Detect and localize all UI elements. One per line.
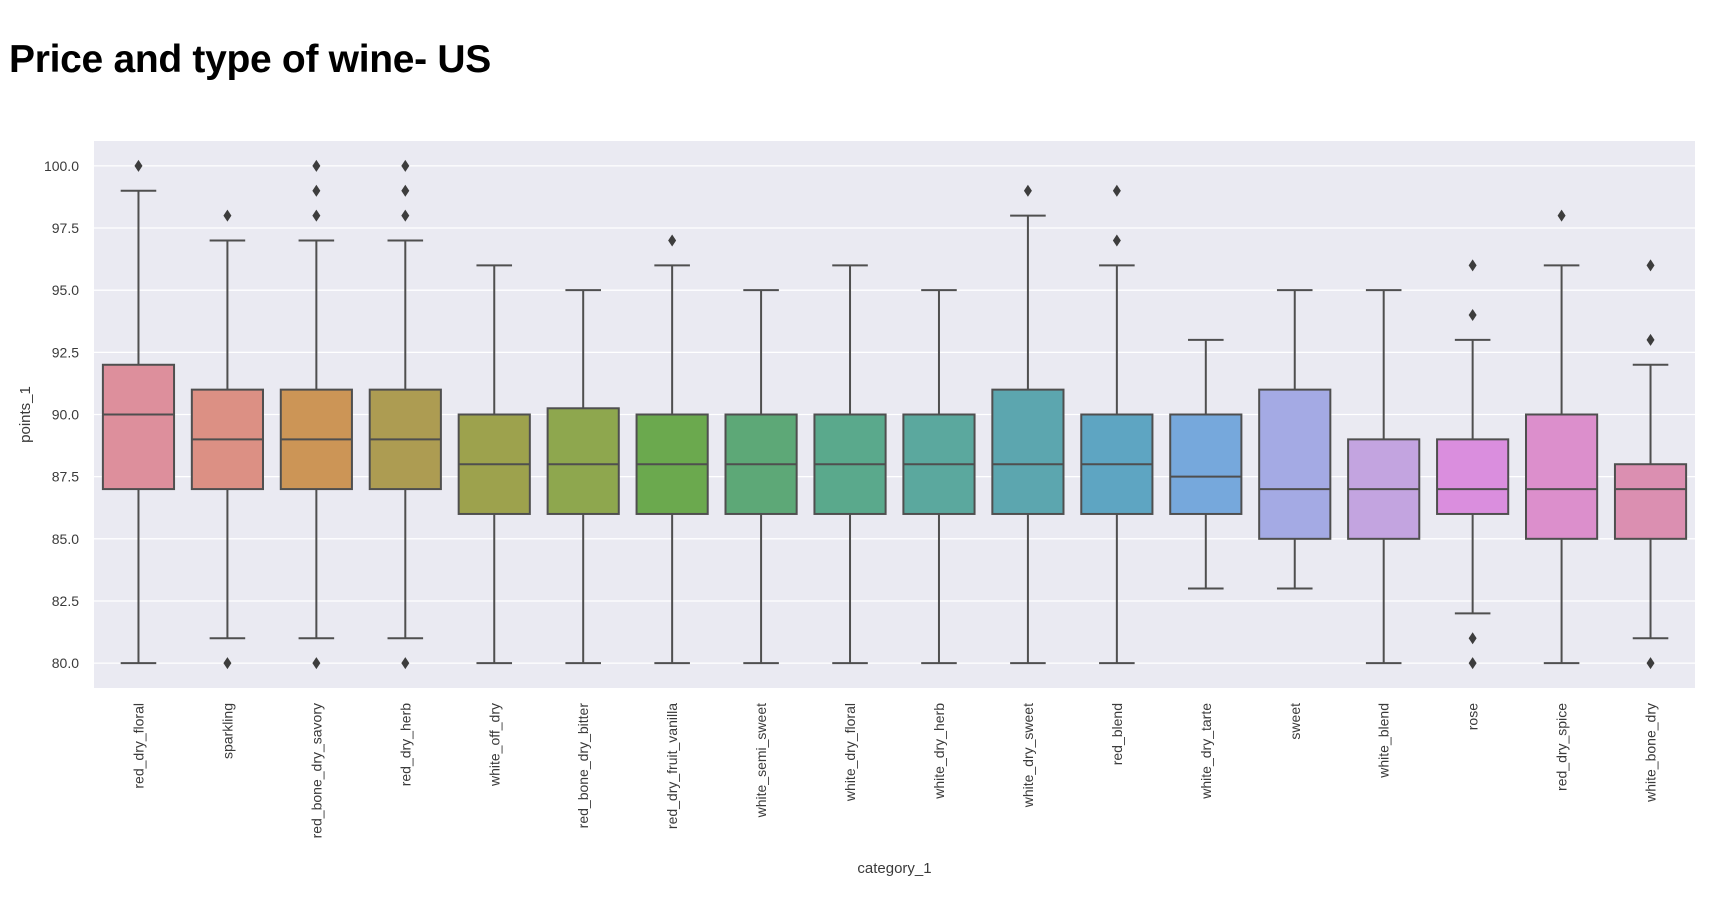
box-iqr — [991, 388, 1065, 515]
outlier-point — [312, 159, 321, 172]
box-red_dry_herb — [368, 159, 442, 670]
x-tick-label: white_dry_floral — [842, 703, 858, 802]
y-tick-label: 92.5 — [52, 344, 79, 360]
box-white_dry_sweet — [991, 184, 1065, 665]
box-red_dry_spice — [1525, 209, 1599, 665]
outlier-point — [223, 657, 232, 670]
outlier-point — [401, 209, 410, 222]
outlier-point — [1646, 259, 1655, 272]
x-tick-label: white_semi_sweet — [753, 703, 769, 818]
y-tick-label: 97.5 — [52, 220, 79, 236]
outlier-point — [1468, 657, 1477, 670]
outlier-point — [1646, 333, 1655, 346]
box-red_bone_dry_savory — [279, 159, 353, 670]
x-tick-label: rose — [1465, 703, 1481, 730]
box-iqr — [1258, 388, 1332, 540]
x-tick-label: sweet — [1287, 703, 1303, 740]
box-sparkling — [190, 209, 264, 670]
outlier-point — [1468, 309, 1477, 322]
x-tick-label: red_dry_floral — [130, 703, 146, 789]
outlier-point — [312, 184, 321, 197]
box-red_dry_fruit_vanilla — [635, 234, 709, 665]
outlier-point — [223, 209, 232, 222]
outlier-point — [1557, 209, 1566, 222]
box-iqr — [1613, 463, 1688, 540]
box-white_blend — [1347, 289, 1421, 665]
box-iqr — [1169, 413, 1243, 515]
x-tick-label: red_bone_dry_savory — [308, 703, 324, 838]
y-tick-label: 87.5 — [52, 469, 79, 485]
outlier-point — [1112, 234, 1121, 247]
box-iqr — [1436, 438, 1510, 515]
outlier-point — [134, 159, 143, 172]
y-tick-label: 80.0 — [52, 655, 79, 671]
x-tick-label: white_dry_herb — [931, 703, 947, 800]
x-tick-label: red_blend — [1109, 703, 1125, 765]
outlier-point — [401, 159, 410, 172]
y-tick-label: 100.0 — [44, 158, 79, 174]
gridlines — [94, 165, 1695, 664]
x-tick-label: sparkling — [219, 703, 235, 759]
box-white_off_dry — [457, 264, 531, 665]
outlier-point — [1646, 657, 1655, 670]
outlier-point — [401, 657, 410, 670]
outlier-point — [1112, 184, 1121, 197]
box-iqr — [546, 407, 620, 515]
y-axis-label: points_1 — [17, 386, 34, 443]
y-tick-label: 95.0 — [52, 282, 79, 298]
x-tick-label: white_dry_sweet — [1020, 703, 1036, 808]
box-rose — [1436, 259, 1510, 670]
box-white_dry_floral — [813, 264, 887, 665]
outlier-point — [1468, 259, 1477, 272]
box-iqr — [1525, 413, 1599, 540]
box-red_bone_dry_bitter — [546, 289, 620, 665]
x-tick-label: white_bone_dry — [1643, 703, 1659, 803]
y-tick-label: 90.0 — [52, 407, 79, 423]
box-white_semi_sweet — [724, 289, 798, 665]
x-tick-label: red_dry_herb — [397, 703, 413, 786]
x-axis-label: category_1 — [857, 860, 931, 877]
outlier-point — [1468, 632, 1477, 645]
box-sweet — [1258, 289, 1332, 590]
outlier-point — [312, 657, 321, 670]
box-white_dry_herb — [902, 289, 976, 665]
outlier-point — [401, 184, 410, 197]
x-tick-label: red_dry_fruit_vanilla — [664, 703, 680, 829]
x-tick-label: white_off_dry — [486, 703, 502, 787]
y-tick-label: 82.5 — [52, 593, 79, 609]
box-red_blend — [1080, 184, 1154, 665]
x-tick-label: white_dry_tarte — [1198, 703, 1214, 800]
outlier-point — [312, 209, 321, 222]
outlier-point — [1023, 184, 1032, 197]
box-white_dry_tarte — [1169, 338, 1243, 590]
outlier-point — [668, 234, 677, 247]
x-tick-label: red_dry_spice — [1554, 703, 1570, 791]
box-white_bone_dry — [1613, 259, 1688, 670]
box-iqr — [101, 363, 176, 491]
x-axis-ticks: red_dry_floral sparkling red_bone_dry_savo… — [130, 703, 1658, 839]
x-tick-label: white_blend — [1376, 703, 1392, 779]
y-tick-label: 85.0 — [52, 531, 79, 547]
x-tick-label: red_bone_dry_bitter — [575, 703, 591, 829]
boxes — [101, 159, 1688, 670]
box-red_dry_floral — [101, 159, 176, 665]
page-title: Price and type of wine- US — [9, 38, 491, 81]
y-axis-ticks: 80.0 82.5 85.0 87.5 90.0 92.5 95.0 97.5 100.0 — [44, 158, 79, 671]
